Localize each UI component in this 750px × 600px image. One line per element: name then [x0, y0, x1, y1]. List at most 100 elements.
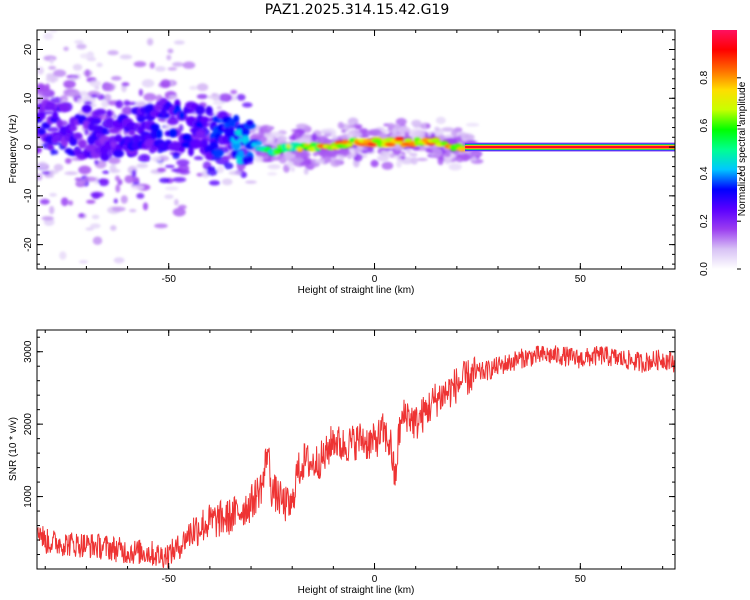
spectrogram-panel: -50 0 50 -20 -10 0 10 20 Height of straight li… [8, 29, 676, 296]
spectrogram-cell [432, 148, 443, 157]
spectrogram-carrier-band [465, 145, 675, 149]
spectrogram-cell [91, 214, 100, 220]
spectrogram-peak [94, 108, 107, 116]
spectrogram-cell [121, 82, 130, 87]
spectrogram-cell [136, 163, 149, 169]
spectrogram-cell [78, 165, 92, 175]
spectrogram-core-layer [37, 97, 469, 165]
spectrogram-cell [85, 227, 94, 231]
spectrogram-y-ticks: -20 -10 0 10 20 [23, 29, 675, 265]
spectrogram-cell [97, 94, 105, 101]
spectrogram-cell [49, 205, 55, 215]
spectrogram-peak [69, 124, 77, 132]
spectrogram-cell [53, 163, 64, 172]
spectrogram-cell [43, 32, 54, 40]
spectrogram-cell [178, 124, 184, 132]
spectrogram-cell [295, 123, 309, 130]
spectrogram-cell [154, 66, 166, 72]
spectrogram-cell [89, 80, 102, 87]
spectrogram-cell [318, 151, 332, 157]
spectrogram-cell [174, 198, 179, 206]
spectrogram-cell [113, 257, 125, 264]
spectrogram-cell [284, 152, 294, 161]
spectrogram-cell [455, 156, 464, 163]
spectrogram-cell [53, 69, 67, 78]
spectrogram-cell [102, 170, 110, 174]
spectrogram-peak [237, 149, 245, 158]
spectrogram-cell [59, 251, 67, 260]
spectrogram-cell [84, 100, 92, 106]
spectrogram-cell [154, 223, 168, 229]
spectrogram-cell [347, 117, 359, 126]
spectrogram-cell [78, 90, 89, 97]
spectrogram-cell [441, 127, 455, 132]
spectrogram-cell [104, 93, 112, 102]
spectrogram-cell [63, 46, 69, 51]
spectrogram-peak [101, 127, 109, 135]
spectrogram-cell [119, 54, 133, 60]
snr-y-tick-label: 1000 [23, 485, 34, 508]
spectrogram-cell [353, 148, 361, 153]
spectrogram-cell [159, 177, 170, 184]
spectrogram-peak [65, 123, 72, 134]
spectrogram-cell [301, 157, 312, 163]
spectrogram-cell [228, 170, 242, 175]
spectrogram-cell [172, 207, 186, 217]
colorbar-ticks: 0.0 0.2 0.4 0.6 0.8 [699, 70, 741, 276]
spectrogram-cell [443, 151, 451, 158]
spectrogram-cell [113, 198, 118, 204]
spectrogram-cell [89, 223, 101, 229]
spectrogram-peak [227, 118, 236, 129]
spectrogram-cell [223, 162, 234, 170]
spectrogram-cell [167, 48, 174, 54]
snr-x-tick-label: 50 [575, 574, 587, 585]
colorbar-tick-label: 0.8 [699, 70, 710, 84]
spectrogram-cell [347, 130, 357, 140]
spectrogram-cell [143, 92, 157, 102]
spectrogram-cell [290, 166, 295, 172]
spectrogram-cell [115, 175, 120, 182]
spectrogram-cell [142, 202, 149, 211]
spectrogram-cell [72, 63, 83, 71]
spectrogram-peak [178, 146, 186, 153]
spectrogram-cell [133, 61, 147, 68]
spectrogram-peak [113, 149, 124, 158]
spectrogram-cell [471, 156, 477, 162]
spectrogram-cell [49, 30, 58, 33]
spectrogram-cell [172, 62, 184, 67]
spectrogram-cell [91, 192, 101, 200]
spectrogram-cell [266, 126, 273, 130]
spectrogram-x-ticks: -50 0 50 [44, 30, 664, 285]
spectrogram-cell [221, 178, 233, 186]
spectrogram-cell [397, 126, 411, 135]
snr-frame [36, 329, 676, 570]
spectrogram-peak [90, 117, 102, 125]
spectrogram-cell [37, 84, 50, 92]
spectrogram-peak [212, 148, 224, 158]
spectrogram-y-label: Frequency (Hz) [8, 115, 19, 184]
spectrogram-cell [196, 94, 208, 100]
spectrogram-cell [110, 76, 122, 81]
spectrogram-peak [100, 152, 110, 162]
spectrogram-cell [332, 134, 338, 140]
spectrogram-cell [141, 79, 155, 88]
spectrogram-cell [196, 83, 209, 92]
spectrogram-peak [106, 109, 113, 118]
spectrogram-cell [377, 132, 386, 138]
spectrogram-frame [36, 29, 676, 270]
spectrogram-cell [341, 129, 346, 133]
spectrogram-cell [156, 167, 167, 173]
spectrogram-cell [48, 65, 57, 70]
spectrogram-cell [448, 163, 462, 171]
figure-title: PAZ1.2025.314.15.42.G19 [265, 2, 450, 18]
spectrogram-cell [267, 172, 278, 176]
spectrogram-cell [164, 194, 174, 199]
spectrogram-cell [84, 69, 90, 78]
snr-y-ticks: 1000 2000 3000 [23, 336, 675, 556]
spectrogram-cell [395, 118, 407, 126]
spectrogram-cell [172, 152, 180, 160]
spectrogram-peak [241, 135, 250, 145]
spectrogram-cell [230, 89, 238, 95]
spectrogram-marks [37, 30, 675, 264]
spectrogram-peak [37, 112, 46, 120]
